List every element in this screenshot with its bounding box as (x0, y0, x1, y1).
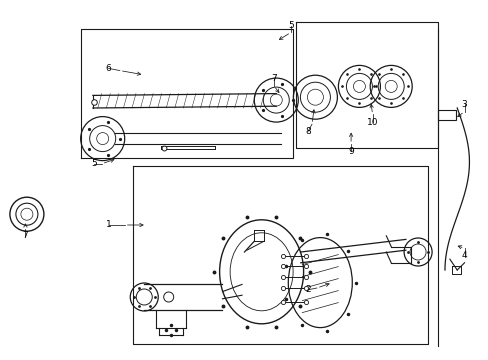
Text: 6: 6 (105, 64, 111, 73)
Text: 1: 1 (105, 220, 111, 230)
Text: 2: 2 (305, 285, 310, 294)
Bar (438, 110, 455, 120)
Text: 9: 9 (347, 147, 353, 156)
Text: 5: 5 (91, 159, 97, 168)
Text: 4: 4 (461, 251, 467, 260)
Text: 5: 5 (287, 21, 293, 30)
Text: 8: 8 (305, 127, 310, 136)
Text: 7: 7 (22, 231, 28, 240)
Text: 3: 3 (461, 100, 467, 109)
Text: 10: 10 (366, 118, 378, 127)
Text: 7: 7 (270, 74, 276, 83)
